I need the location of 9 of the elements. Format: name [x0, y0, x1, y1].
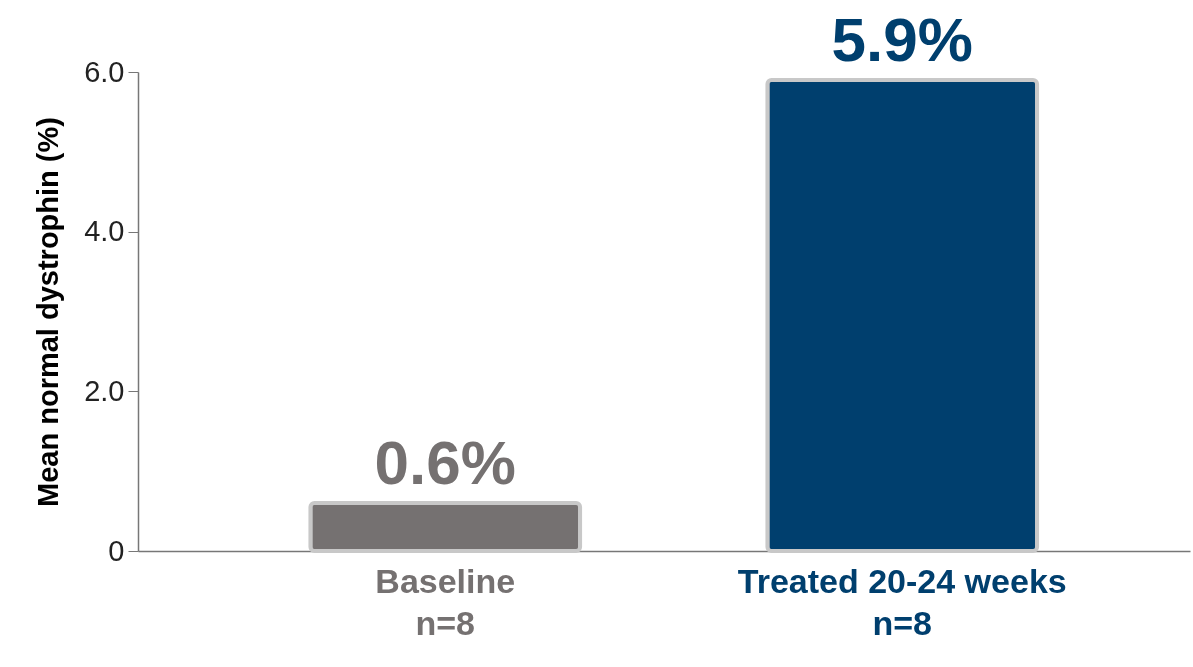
y-tick-label: 6.0: [84, 55, 125, 88]
data-label: 5.9%: [831, 4, 973, 74]
y-tick-label: 4.0: [84, 215, 125, 248]
x-tick-label: Baseline n=8: [375, 561, 516, 642]
y-tick-label: 2.0: [84, 374, 125, 407]
y-axis-title: Mean normal dystrophin (%): [32, 117, 65, 507]
x-tick-label: Treated 20-24 weeks n=8: [737, 561, 1067, 642]
y-tick-label: 0: [108, 534, 125, 567]
data-label: 0.6%: [374, 428, 516, 498]
